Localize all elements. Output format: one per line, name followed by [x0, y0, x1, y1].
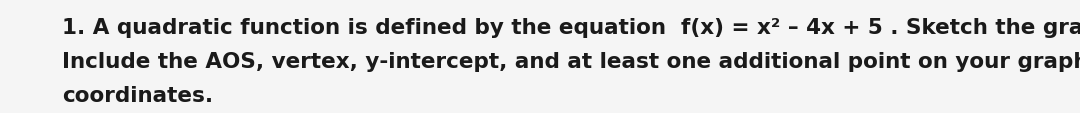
- Text: Include the AOS, vertex, y-intercept, and at least one additional point on your : Include the AOS, vertex, y-intercept, an…: [62, 52, 1080, 71]
- Text: 1. A quadratic function is defined by the equation  f(x) = x² – 4x + 5 . Sketch : 1. A quadratic function is defined by th…: [62, 18, 1080, 38]
- Text: coordinates.: coordinates.: [62, 85, 213, 105]
